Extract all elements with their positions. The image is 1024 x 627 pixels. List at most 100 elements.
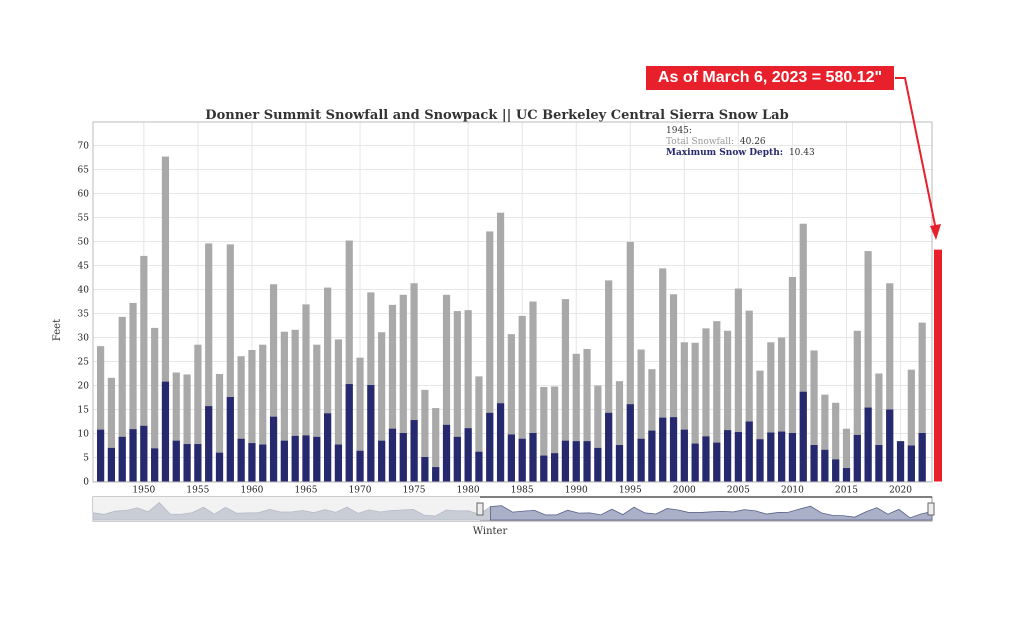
snow-depth-bar[interactable] [853,434,861,482]
snow-depth-bar[interactable] [659,417,667,482]
snow-depth-bar[interactable] [269,416,278,482]
snowfall-bar[interactable] [291,329,299,482]
snow-depth-bar[interactable] [507,434,515,482]
snow-depth-bar[interactable] [151,448,159,482]
navigator-handle-right[interactable] [927,502,935,516]
snow-depth-bar[interactable] [205,406,213,482]
snow-depth-bar[interactable] [691,443,699,482]
snow-depth-bar[interactable] [626,404,634,482]
snowfall-bar[interactable] [864,251,872,482]
snowfall-bar[interactable] [226,244,234,482]
snow-depth-bar[interactable] [367,385,375,482]
snowfall-bar[interactable] [551,386,559,482]
snow-depth-bar[interactable] [529,433,537,482]
snow-depth-bar[interactable] [107,447,116,482]
snow-depth-bar[interactable] [464,428,472,482]
snowfall-bar[interactable] [615,381,624,482]
snowfall-bar[interactable] [561,299,570,482]
snowfall-bar[interactable] [875,373,883,482]
snowfall-bar[interactable] [799,223,807,482]
snowfall-bar[interactable] [302,304,310,482]
snow-depth-bar[interactable] [875,445,883,482]
snow-depth-bar[interactable] [767,432,775,482]
snow-depth-bar[interactable] [669,417,678,482]
snowfall-bar[interactable] [659,268,667,482]
snowfall-bar[interactable] [767,342,775,482]
snow-depth-bar[interactable] [399,433,407,482]
snow-depth-bar[interactable] [97,429,105,482]
snow-depth-bar[interactable] [540,455,548,482]
snow-depth-bar[interactable] [572,441,580,482]
snowfall-bar[interactable] [594,385,602,482]
snowfall-bar[interactable] [734,288,742,482]
snowfall-bar[interactable] [269,284,278,482]
snow-depth-bar[interactable] [583,441,591,482]
snowfall-bar[interactable] [442,294,451,482]
snowfall-bar[interactable] [637,349,645,482]
snow-depth-bar[interactable] [291,435,299,482]
snow-depth-bar[interactable] [118,436,126,482]
snowfall-bar[interactable] [691,342,699,482]
snow-depth-bar[interactable] [432,467,440,482]
snow-depth-bar[interactable] [302,435,310,482]
snowfall-bar[interactable] [453,311,461,482]
snowfall-bar[interactable] [518,315,526,482]
snow-depth-bar[interactable] [226,397,234,482]
snow-depth-bar[interactable] [421,457,429,482]
snow-depth-bar[interactable] [918,433,926,482]
snowfall-bar[interactable] [680,342,688,482]
snowfall-bar[interactable] [313,344,321,482]
snowfall-bar[interactable] [583,349,591,482]
snow-depth-bar[interactable] [496,403,505,482]
snow-depth-bar[interactable] [334,444,343,482]
snow-depth-bar[interactable] [821,449,829,482]
snow-depth-bar[interactable] [518,438,526,482]
snowfall-bar[interactable] [496,212,505,482]
snowfall-bar[interactable] [626,241,634,482]
snowfall-bar[interactable] [713,321,721,482]
snow-depth-bar[interactable] [345,384,353,482]
snowfall-bar[interactable] [572,353,580,482]
snow-depth-bar[interactable] [615,445,624,482]
snowfall-bar[interactable] [756,370,764,482]
snowfall-bar[interactable] [702,328,710,482]
snow-depth-bar[interactable] [259,444,267,482]
snow-depth-bar[interactable] [734,432,742,482]
snowfall-bar[interactable] [140,255,148,482]
snow-depth-bar[interactable] [756,439,764,482]
snow-depth-bar[interactable] [896,441,905,482]
snow-depth-bar[interactable] [810,445,818,482]
snowfall-bar[interactable] [529,301,537,482]
snow-depth-bar[interactable] [140,425,148,482]
snowfall-bar[interactable] [151,327,159,482]
snow-depth-bar[interactable] [388,428,397,482]
snowfall-bar[interactable] [399,294,407,482]
snowfall-bar[interactable] [723,330,732,482]
snowfall-bar[interactable] [464,310,472,482]
snow-depth-bar[interactable] [713,442,721,482]
snowfall-bar[interactable] [356,357,364,482]
snow-depth-bar[interactable] [594,447,602,482]
snowfall-bar[interactable] [172,372,180,482]
snow-depth-bar[interactable] [864,407,872,482]
snowfall-bar[interactable] [194,344,202,482]
snowfall-bar[interactable] [324,287,332,482]
snow-depth-bar[interactable] [378,440,386,482]
snowfall-bar[interactable] [486,231,494,482]
snow-depth-bar[interactable] [442,424,451,482]
snowfall-bar[interactable] [280,331,288,482]
snowfall-bar[interactable] [853,330,861,482]
snowfall-bar[interactable] [842,428,851,482]
snowfall-bar[interactable] [648,369,656,482]
snowfall-bar[interactable] [507,334,515,482]
snowfall-bar[interactable] [832,402,840,482]
snowfall-bar[interactable] [237,356,245,482]
snowfall-bar[interactable] [475,376,483,482]
snow-depth-bar[interactable] [907,445,915,482]
snow-depth-bar[interactable] [161,381,170,482]
snowfall-bar[interactable] [821,394,829,482]
snowfall-bar[interactable] [345,240,353,482]
snowfall-bar[interactable] [410,283,418,482]
snowfall-bar[interactable] [388,304,397,482]
snowfall-bar[interactable] [118,316,126,482]
